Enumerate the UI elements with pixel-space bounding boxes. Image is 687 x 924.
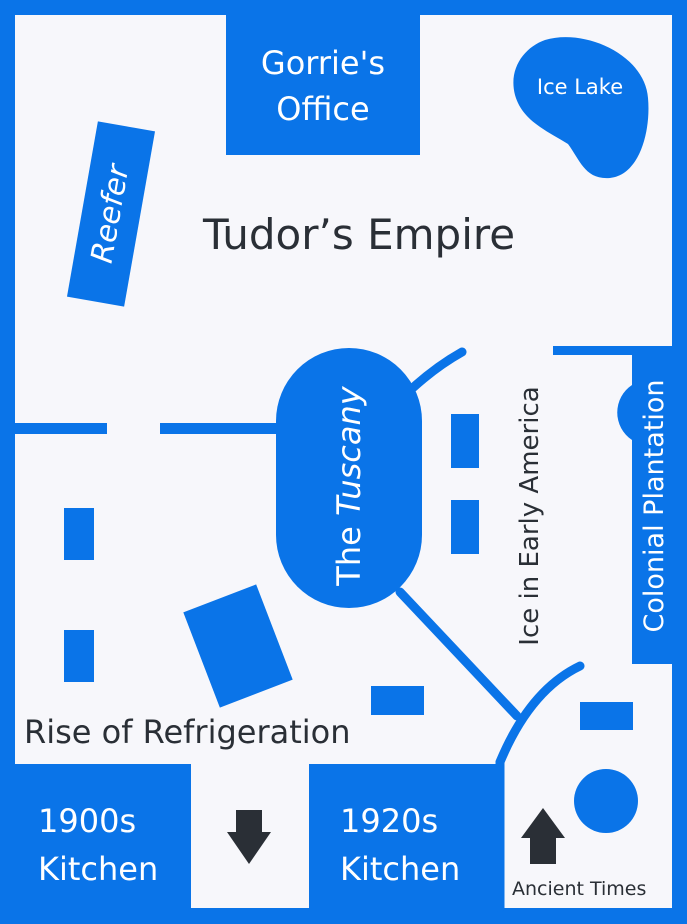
gorries-office-label-line1: Gorrie's [260,44,386,82]
tuscany-label-prefix: The [330,516,368,586]
kitchen-1920s-label: 1920s Kitchen [340,797,460,893]
ice-lake[interactable] [513,37,649,179]
display-round[interactable] [574,769,638,833]
the-tuscany[interactable] [276,348,422,608]
outer-wall-left [0,0,15,924]
ice-in-early-america-label: Ice in Early America [515,386,545,646]
arrow-down-icon[interactable] [227,810,271,864]
display-case-1[interactable] [451,414,479,468]
colonial-plantation-label: Colonial Plantation [639,379,670,633]
kitchen-1900s[interactable] [0,764,191,924]
reefer[interactable] [66,121,156,307]
arrow-up-icon[interactable] [521,808,565,864]
kitchen-1920s-label-line1: 1920s [340,802,439,840]
display-case-3[interactable] [64,508,94,560]
gorries-office-label: Gorrie's Office [226,40,420,132]
wall-left-b [160,423,282,434]
gorries-office[interactable] [226,0,420,155]
arc-wall-bottom-right [495,661,585,913]
outer-wall-right [672,0,687,924]
gorries-office-label-line2: Office [276,90,370,128]
kitchen-1920s-label-line2: Kitchen [340,850,461,888]
display-case-large[interactable] [183,584,293,708]
rise-of-refrigeration-label: Rise of Refrigeration [24,713,351,751]
tudors-empire-label: Tudor’s Empire [203,210,516,259]
colonial-plantation-wall [632,346,672,664]
tuscany-label: The Tuscany [327,346,371,626]
kitchen-1900s-label-line2: Kitchen [38,850,159,888]
kitchen-1900s-label-line1: 1900s [38,802,137,840]
display-case-5[interactable] [371,686,424,715]
kitchen-1920s[interactable] [309,764,497,924]
diagonal-wall [395,587,522,721]
colonial-alcove [617,385,632,440]
wall-left-a [15,423,107,434]
wall-right-top [553,346,672,355]
ancient-times-label: Ancient Times [512,878,647,900]
ice-lake-label: Ice Lake [536,75,624,99]
display-case-4[interactable] [64,630,94,682]
kitchen-1900s-label: 1900s Kitchen [38,797,158,893]
tuscany-label-name: Tuscany [330,386,368,517]
display-case-2[interactable] [451,500,479,554]
display-case-6[interactable] [580,702,633,730]
